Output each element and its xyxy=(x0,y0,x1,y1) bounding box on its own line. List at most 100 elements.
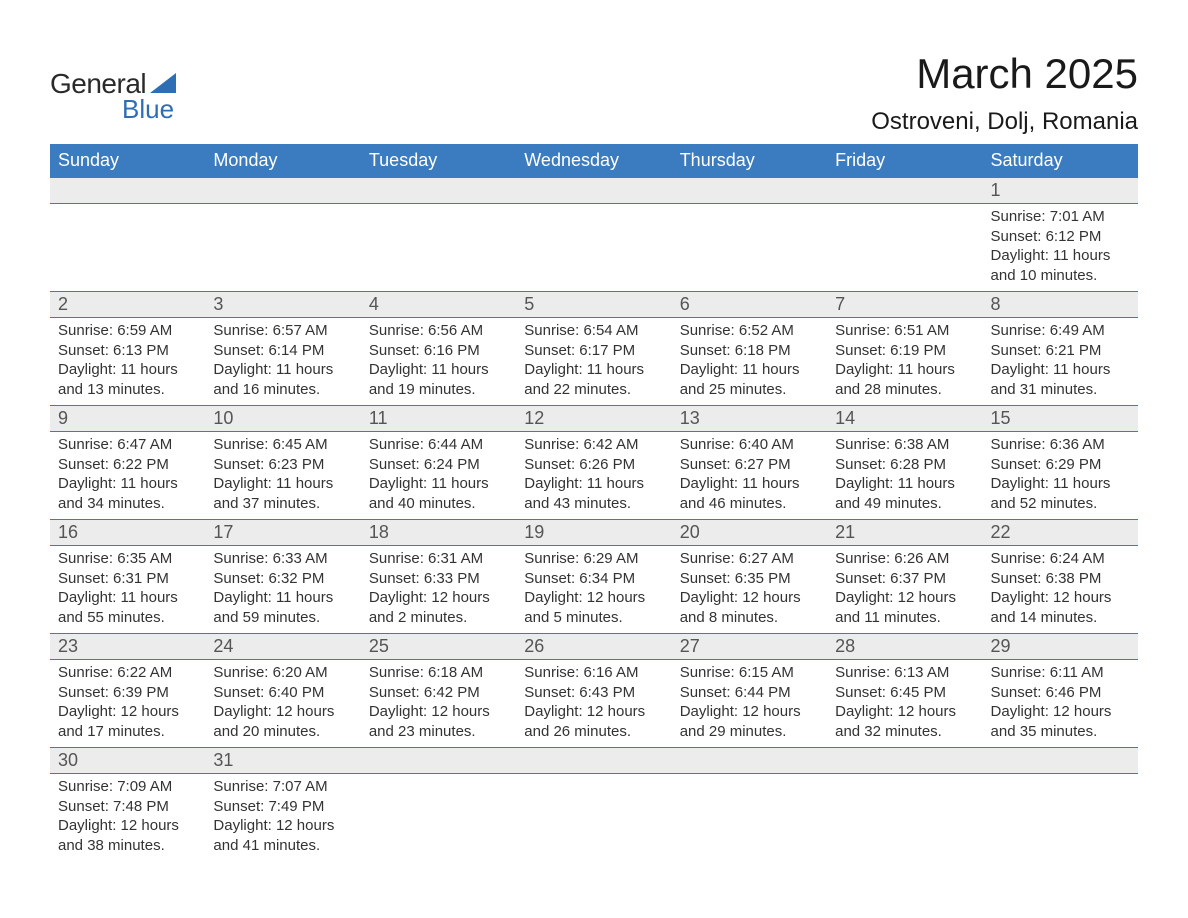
day-details: Sunrise: 6:11 AMSunset: 6:46 PMDaylight:… xyxy=(983,660,1138,747)
detail-line: Daylight: 12 hours xyxy=(680,702,819,722)
day-number: 19 xyxy=(516,520,671,545)
day-number xyxy=(827,748,982,772)
detail-line: and 8 minutes. xyxy=(680,608,819,628)
day-details xyxy=(672,774,827,794)
detail-line: and 26 minutes. xyxy=(524,722,663,742)
detail-line: Daylight: 12 hours xyxy=(369,588,508,608)
detail-line: Sunrise: 6:40 AM xyxy=(680,435,819,455)
day-details xyxy=(983,774,1138,794)
detail-line: and 52 minutes. xyxy=(991,494,1130,514)
detail-line: Sunrise: 6:45 AM xyxy=(213,435,352,455)
day-number xyxy=(827,178,982,202)
detail-line: Sunset: 6:34 PM xyxy=(524,569,663,589)
day-number: 10 xyxy=(205,406,360,431)
detail-line: Sunrise: 6:51 AM xyxy=(835,321,974,341)
detail-line: Daylight: 11 hours xyxy=(213,474,352,494)
detail-line: and 38 minutes. xyxy=(58,836,197,856)
day-details: Sunrise: 6:51 AMSunset: 6:19 PMDaylight:… xyxy=(827,318,982,405)
detail-line: and 16 minutes. xyxy=(213,380,352,400)
day-number: 27 xyxy=(672,634,827,659)
detail-line: Daylight: 12 hours xyxy=(991,588,1130,608)
day-details: Sunrise: 6:56 AMSunset: 6:16 PMDaylight:… xyxy=(361,318,516,405)
detail-line: Sunrise: 6:38 AM xyxy=(835,435,974,455)
day-details: Sunrise: 6:24 AMSunset: 6:38 PMDaylight:… xyxy=(983,546,1138,633)
detail-line: Sunset: 6:16 PM xyxy=(369,341,508,361)
detail-line: Sunrise: 6:36 AM xyxy=(991,435,1130,455)
detail-line: Daylight: 11 hours xyxy=(58,474,197,494)
detail-line: and 2 minutes. xyxy=(369,608,508,628)
day-number: 31 xyxy=(205,748,360,773)
detail-line: Daylight: 12 hours xyxy=(58,702,197,722)
weekday-header: Sunday xyxy=(50,144,205,178)
day-details: Sunrise: 6:52 AMSunset: 6:18 PMDaylight:… xyxy=(672,318,827,405)
day-number: 5 xyxy=(516,292,671,317)
location: Ostroveni, Dolj, Romania xyxy=(871,108,1138,136)
detail-line: Sunset: 6:46 PM xyxy=(991,683,1130,703)
day-details: Sunrise: 6:20 AMSunset: 6:40 PMDaylight:… xyxy=(205,660,360,747)
daynum-row: 1 xyxy=(50,178,1138,204)
detail-line: Sunrise: 6:42 AM xyxy=(524,435,663,455)
daynum-row: 23242526272829 xyxy=(50,634,1138,660)
day-details: Sunrise: 6:57 AMSunset: 6:14 PMDaylight:… xyxy=(205,318,360,405)
detail-line: Daylight: 12 hours xyxy=(991,702,1130,722)
day-number: 1 xyxy=(983,178,1138,203)
day-number: 23 xyxy=(50,634,205,659)
detail-line: Sunset: 6:21 PM xyxy=(991,341,1130,361)
day-number: 17 xyxy=(205,520,360,545)
day-details: Sunrise: 6:42 AMSunset: 6:26 PMDaylight:… xyxy=(516,432,671,519)
day-details: Sunrise: 6:22 AMSunset: 6:39 PMDaylight:… xyxy=(50,660,205,747)
weekday-header: Friday xyxy=(827,144,982,178)
detail-line: and 40 minutes. xyxy=(369,494,508,514)
detail-line: and 13 minutes. xyxy=(58,380,197,400)
day-details: Sunrise: 7:09 AMSunset: 7:48 PMDaylight:… xyxy=(50,774,205,861)
detail-line: and 22 minutes. xyxy=(524,380,663,400)
weekday-header: Wednesday xyxy=(516,144,671,178)
detail-line: and 23 minutes. xyxy=(369,722,508,742)
day-details: Sunrise: 7:01 AMSunset: 6:12 PMDaylight:… xyxy=(983,204,1138,291)
detail-line: and 14 minutes. xyxy=(991,608,1130,628)
detail-line: Daylight: 11 hours xyxy=(680,360,819,380)
detail-line: Sunset: 6:29 PM xyxy=(991,455,1130,475)
weekday-header: Thursday xyxy=(672,144,827,178)
detail-line: Sunrise: 6:11 AM xyxy=(991,663,1130,683)
detail-line: and 25 minutes. xyxy=(680,380,819,400)
detail-line: Daylight: 11 hours xyxy=(524,360,663,380)
detail-line: Sunset: 6:42 PM xyxy=(369,683,508,703)
day-details: Sunrise: 7:07 AMSunset: 7:49 PMDaylight:… xyxy=(205,774,360,861)
day-number: 11 xyxy=(361,406,516,431)
detail-line: and 34 minutes. xyxy=(58,494,197,514)
day-details xyxy=(516,774,671,794)
detail-line: Sunset: 7:48 PM xyxy=(58,797,197,817)
day-details xyxy=(827,774,982,794)
detail-line: Sunrise: 6:44 AM xyxy=(369,435,508,455)
day-number: 22 xyxy=(983,520,1138,545)
detail-line: Sunrise: 6:56 AM xyxy=(369,321,508,341)
day-number xyxy=(672,178,827,202)
detail-line: Daylight: 11 hours xyxy=(213,360,352,380)
detail-line: Sunrise: 6:35 AM xyxy=(58,549,197,569)
detail-line: Sunset: 6:32 PM xyxy=(213,569,352,589)
detail-line: Daylight: 12 hours xyxy=(835,702,974,722)
details-row: Sunrise: 6:22 AMSunset: 6:39 PMDaylight:… xyxy=(50,660,1138,748)
day-number: 14 xyxy=(827,406,982,431)
detail-line: Daylight: 12 hours xyxy=(680,588,819,608)
detail-line: and 5 minutes. xyxy=(524,608,663,628)
detail-line: Daylight: 12 hours xyxy=(58,816,197,836)
detail-line: and 10 minutes. xyxy=(991,266,1130,286)
detail-line: Sunset: 6:18 PM xyxy=(680,341,819,361)
day-details: Sunrise: 6:47 AMSunset: 6:22 PMDaylight:… xyxy=(50,432,205,519)
day-details: Sunrise: 6:27 AMSunset: 6:35 PMDaylight:… xyxy=(672,546,827,633)
day-number: 6 xyxy=(672,292,827,317)
day-number: 3 xyxy=(205,292,360,317)
detail-line: Daylight: 11 hours xyxy=(835,360,974,380)
day-details xyxy=(50,204,205,224)
daynum-row: 3031 xyxy=(50,748,1138,774)
day-number xyxy=(672,748,827,772)
detail-line: Sunset: 6:35 PM xyxy=(680,569,819,589)
detail-line: Daylight: 11 hours xyxy=(369,360,508,380)
detail-line: Sunrise: 7:01 AM xyxy=(991,207,1130,227)
day-details: Sunrise: 6:13 AMSunset: 6:45 PMDaylight:… xyxy=(827,660,982,747)
detail-line: Sunrise: 6:49 AM xyxy=(991,321,1130,341)
day-number xyxy=(516,748,671,772)
day-details: Sunrise: 6:45 AMSunset: 6:23 PMDaylight:… xyxy=(205,432,360,519)
